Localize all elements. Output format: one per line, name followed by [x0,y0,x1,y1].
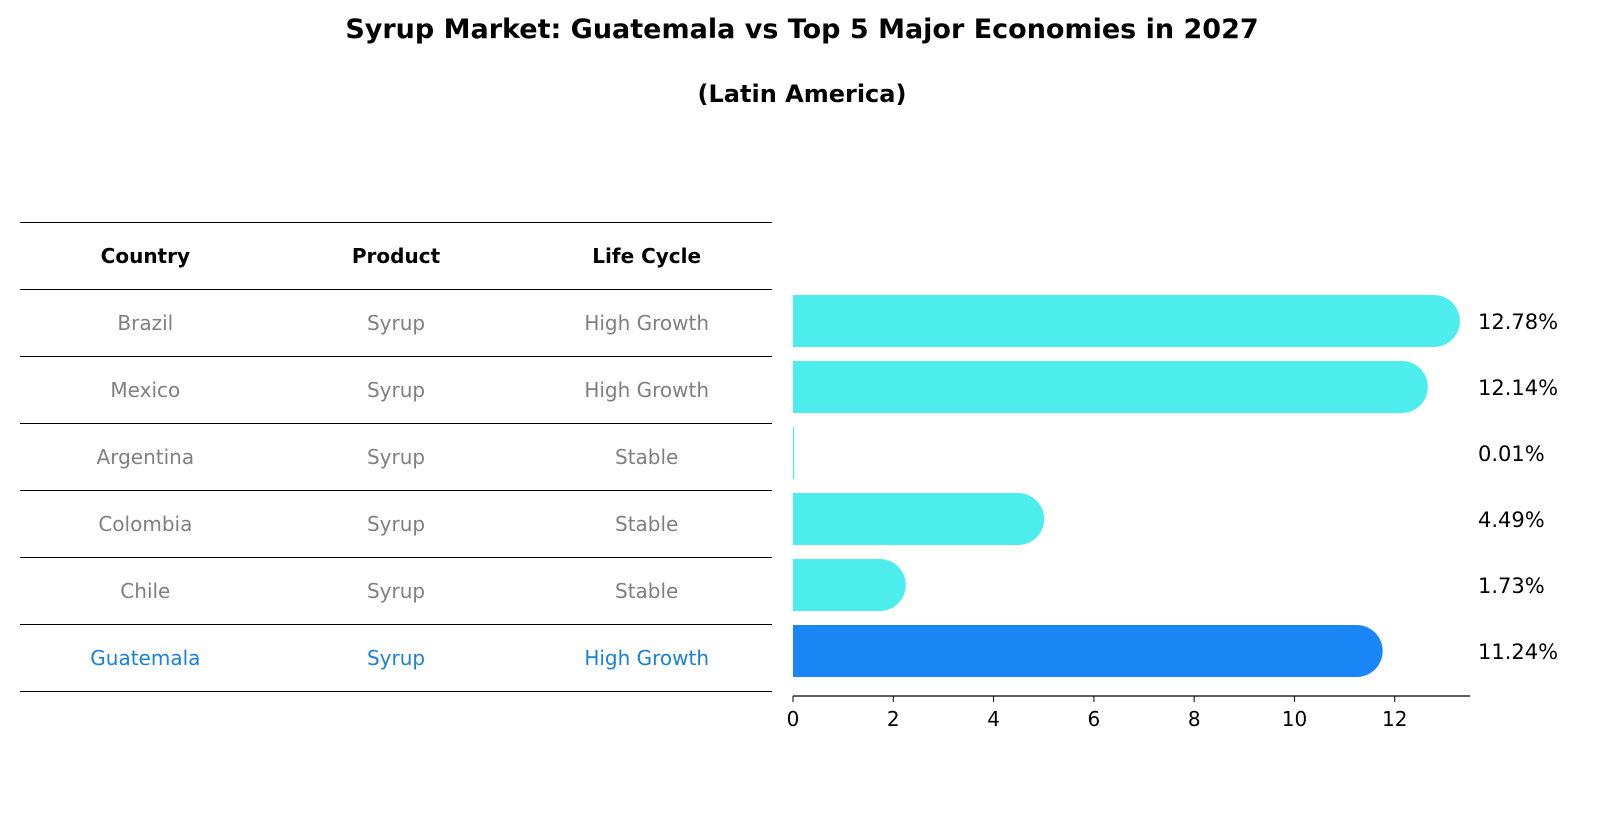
table-row: Brazil Syrup High Growth [20,289,772,356]
cell-life-cycle: High Growth [584,311,710,335]
cell-life-cycle: Stable [615,512,679,536]
value-label: 12.14% [1478,376,1558,400]
data-table: Country Product Life Cycle Brazil Syrup … [20,222,772,692]
table-row: Mexico Syrup High Growth [20,356,772,423]
bar-argentina [793,427,795,479]
bar-mexico [793,361,1428,413]
cell-life-cycle: High Growth [584,378,710,402]
cell-product: Syrup [366,311,426,335]
value-label: 0.01% [1478,442,1545,466]
header-country: Country [100,244,191,268]
x-tick-label: 0 [787,707,800,731]
cell-country: Colombia [98,512,193,536]
table-row: Argentina Syrup Stable [20,423,772,490]
x-tick-label: 2 [887,707,900,731]
x-tick-label: 8 [1188,707,1201,731]
cell-life-cycle: High Growth [584,646,710,670]
value-label: 11.24% [1478,640,1558,664]
cell-country: Guatemala [90,646,201,670]
cell-life-cycle: Stable [615,579,679,603]
bar-guatemala [793,625,1383,677]
cell-product: Syrup [366,378,426,402]
value-label: 4.49% [1478,508,1545,532]
table-row-highlighted: Guatemala Syrup High Growth [20,624,772,692]
chart-title: Syrup Market: Guatemala vs Top 5 Major E… [345,14,1259,45]
value-label: 12.78% [1478,310,1558,334]
bar-colombia [793,493,1045,545]
x-tick-label: 10 [1282,707,1307,731]
cell-country: Brazil [117,311,174,335]
bar-chile [793,559,906,611]
cell-country: Argentina [96,445,195,469]
x-tick-label: 4 [987,707,1000,731]
table-row: Chile Syrup Stable [20,557,772,624]
chart-subtitle: (Latin America) [697,80,907,108]
cell-country: Mexico [110,378,181,402]
cell-product: Syrup [366,512,426,536]
table-row: Colombia Syrup Stable [20,490,772,557]
cell-product: Syrup [366,579,426,603]
cell-country: Chile [120,579,171,603]
table-header-row: Country Product Life Cycle [20,222,772,289]
cell-life-cycle: Stable [615,445,679,469]
header-product: Product [351,244,441,268]
cell-product: Syrup [366,445,426,469]
value-label: 1.73% [1478,574,1545,598]
x-tick-label: 6 [1088,707,1101,731]
cell-product: Syrup [366,646,426,670]
bar-brazil [793,295,1460,347]
x-tick-label: 12 [1382,707,1407,731]
header-life-cycle: Life Cycle [592,244,702,268]
